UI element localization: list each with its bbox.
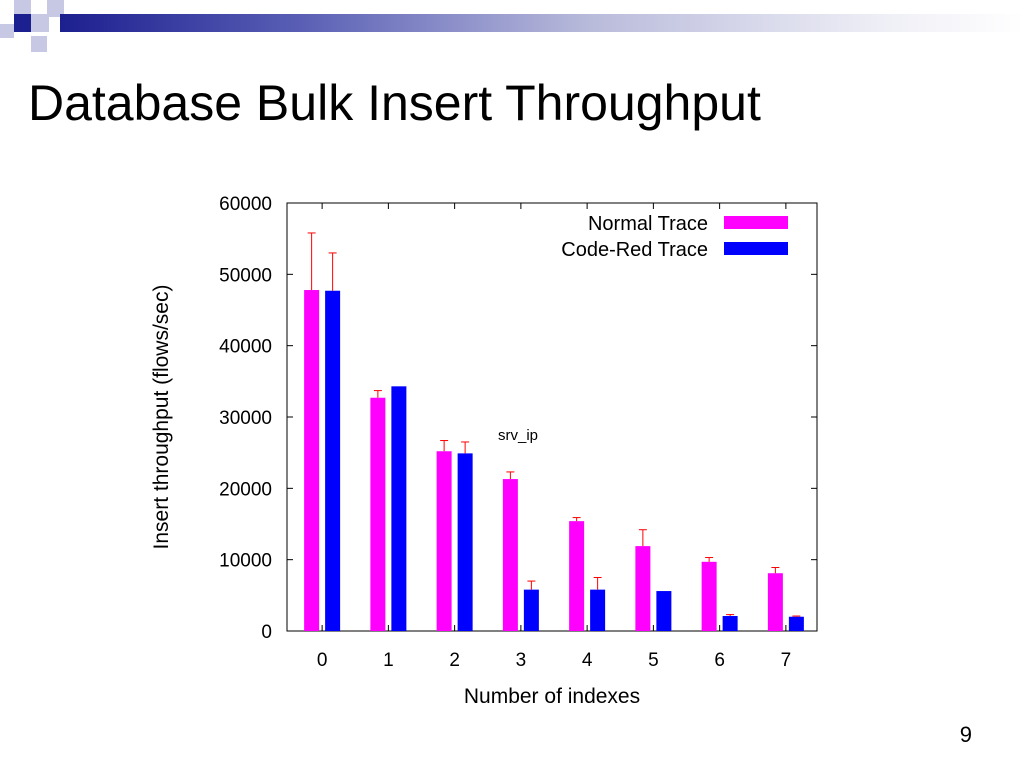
y-tick-label: 40000 xyxy=(219,337,272,358)
code-red-trace-bar xyxy=(656,591,672,631)
y-tick-label: 30000 xyxy=(219,408,272,429)
normal-trace-bar xyxy=(304,290,320,631)
x-tick-label: 6 xyxy=(714,650,725,671)
y-axis-label: Insert throughput (flows/sec) xyxy=(150,285,173,550)
y-tick-label: 60000 xyxy=(219,194,272,215)
logo-square xyxy=(0,24,14,38)
normal-trace-bar xyxy=(502,479,518,631)
code-red-trace-bar xyxy=(457,453,473,631)
x-tick-label: 0 xyxy=(317,650,328,671)
code-red-trace-bar xyxy=(722,616,738,631)
x-tick-label: 3 xyxy=(516,650,527,671)
normal-trace-bar xyxy=(635,546,651,631)
code-red-trace-bar xyxy=(325,290,341,631)
x-tick-label: 5 xyxy=(648,650,659,671)
y-tick-label: 20000 xyxy=(219,479,272,500)
x-tick-label: 2 xyxy=(449,650,460,671)
x-tick-label: 7 xyxy=(781,650,792,671)
x-tick-label: 4 xyxy=(582,650,593,671)
slide-title: Database Bulk Insert Throughput xyxy=(28,75,761,131)
y-tick-label: 50000 xyxy=(219,265,272,286)
slide-logo xyxy=(0,0,64,52)
chart-annotation: srv_ip xyxy=(498,427,538,444)
y-tick-label: 10000 xyxy=(219,551,272,572)
legend-swatch xyxy=(724,242,788,255)
legend-swatch xyxy=(724,216,788,229)
x-axis-label: Number of indexes xyxy=(464,685,640,708)
code-red-trace-bar xyxy=(523,589,539,631)
code-red-trace-bar xyxy=(788,616,804,631)
normal-trace-bar xyxy=(701,561,717,631)
logo-square xyxy=(47,0,64,17)
logo-square xyxy=(14,0,31,17)
code-red-trace-bar xyxy=(391,386,407,631)
legend-label: Normal Trace xyxy=(588,213,708,235)
code-red-trace-bar xyxy=(590,589,606,631)
plot-frame xyxy=(286,202,818,632)
normal-trace-bar xyxy=(370,397,386,631)
x-tick-label: 1 xyxy=(383,650,394,671)
normal-trace-bar xyxy=(436,451,452,631)
normal-trace-bar xyxy=(767,573,783,631)
logo-square xyxy=(31,14,49,32)
header-rule xyxy=(60,14,1024,32)
normal-trace-bar xyxy=(569,521,585,631)
y-tick-label: 0 xyxy=(261,622,272,643)
logo-square xyxy=(31,36,47,52)
page-number: 9 xyxy=(959,722,972,747)
logo-square xyxy=(14,14,32,32)
legend-label: Code-Red Trace xyxy=(561,239,708,261)
